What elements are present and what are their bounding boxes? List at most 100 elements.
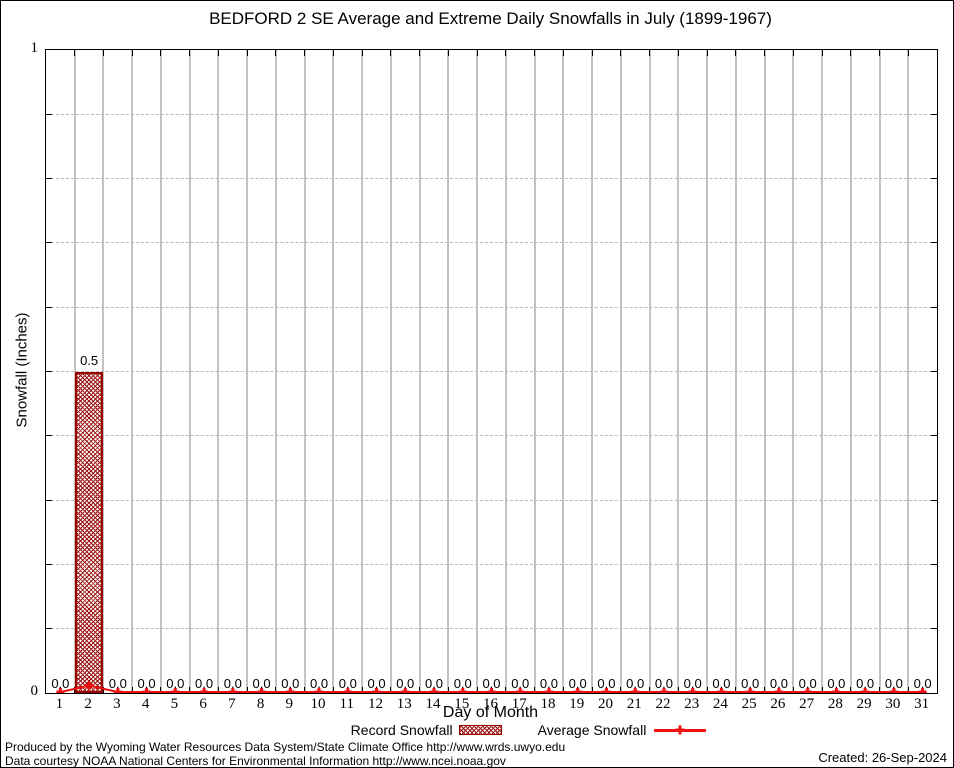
- legend-average-marker-icon: [675, 725, 685, 735]
- x-tick-mark-bottom: [419, 687, 421, 693]
- x-tick-mark-top: [390, 50, 392, 56]
- bar-value-label: 0.0: [913, 676, 932, 691]
- x-tick-label: 12: [368, 696, 384, 712]
- x-tick-mark-bottom: [102, 687, 104, 693]
- horizontal-gridline-dashed: [46, 306, 937, 308]
- x-tick-label: 2: [84, 696, 92, 712]
- y-tick-mark-right: [931, 113, 937, 115]
- x-tick-mark-bottom: [591, 687, 593, 693]
- x-tick-mark-top: [246, 50, 248, 56]
- y-tick-mark-right: [931, 435, 937, 437]
- x-tick-mark-top: [534, 50, 536, 56]
- x-tick-mark-bottom: [764, 687, 766, 693]
- footer-line-2: Data courtesy NOAA National Centers for …: [5, 754, 506, 768]
- horizontal-gridline-dashed: [46, 435, 937, 437]
- x-tick-mark-top: [505, 50, 507, 56]
- x-tick-mark-top: [131, 50, 133, 56]
- x-tick-mark-top: [821, 50, 823, 56]
- x-tick-mark-bottom: [131, 687, 133, 693]
- x-tick-label: 29: [856, 696, 872, 712]
- horizontal-gridline-dashed: [46, 563, 937, 565]
- x-tick-mark-bottom: [160, 687, 162, 693]
- footer-line-1: Produced by the Wyoming Water Resources …: [5, 740, 566, 754]
- x-tick-mark-top: [275, 50, 277, 56]
- x-tick-mark-bottom: [850, 687, 852, 693]
- x-tick-label: 11: [339, 696, 354, 712]
- x-tick-labels: 1 2 3 4 5 6 7 8 9 10 11 12 13 14 15 16 17 18 19 20 21 22 23 24 2…: [45, 695, 936, 712]
- y-tick-mark-right: [931, 628, 937, 630]
- legend: Record Snowfall Average Snowfall: [45, 722, 936, 738]
- bar-value-label: 0.0: [223, 676, 242, 691]
- x-tick-mark-top: [792, 50, 794, 56]
- y-tick-mark-left: [46, 371, 52, 372]
- y-tick-label: 1: [30, 40, 39, 56]
- x-axis-title: Day of Month: [442, 704, 539, 721]
- x-tick-label: 25: [741, 696, 757, 712]
- x-tick-label: 9: [285, 696, 294, 712]
- bar-value-label: 0.0: [137, 676, 156, 691]
- x-tick-mark-bottom: [447, 687, 449, 693]
- x-tick-mark-bottom: [879, 687, 881, 693]
- x-tick-mark-top: [304, 50, 306, 56]
- x-tick-label: 7: [228, 696, 236, 712]
- x-tick-label: 16: [483, 696, 498, 712]
- x-tick-label: 26: [770, 696, 786, 712]
- x-tick-mark-top: [764, 50, 766, 56]
- x-tick-label: 22: [655, 696, 671, 712]
- horizontal-gridline-dashed: [46, 113, 937, 115]
- x-tick-mark-top: [74, 50, 76, 56]
- bar-value-label: 0.0: [654, 676, 673, 691]
- bar-value-label: 0.0: [626, 676, 645, 691]
- x-tick-mark-bottom: [332, 687, 334, 693]
- x-tick-mark-bottom: [907, 687, 909, 693]
- x-tick-mark-top: [419, 50, 421, 56]
- x-tick-label: 27: [799, 696, 815, 712]
- bar-value-label: 0.0: [453, 676, 472, 691]
- y-tick-mark-right: [931, 499, 937, 501]
- bar-value-label: 0.0: [195, 676, 214, 691]
- y-tick-mark-right: [931, 242, 937, 244]
- x-tick-mark-bottom: [361, 687, 363, 693]
- x-tick-mark-top: [447, 50, 449, 56]
- x-tick-label: 28: [827, 696, 843, 712]
- x-tick-mark-top: [361, 50, 363, 56]
- y-tick-mark-left: [46, 435, 52, 437]
- bar-value-label: 0.0: [568, 676, 587, 691]
- bar-value-label: 0.0: [856, 676, 875, 691]
- bar-value-label: 0.0: [51, 676, 70, 691]
- x-tick-label: 31: [914, 696, 930, 712]
- x-tick-mark-top: [476, 50, 478, 56]
- bar-value-label: 0.0: [884, 676, 903, 691]
- y-tick-mark-right: [931, 178, 937, 180]
- x-tick-mark-bottom: [505, 687, 507, 693]
- x-tick-label: 13: [396, 696, 412, 712]
- y-tick-mark-right: [931, 306, 937, 308]
- x-tick-mark-bottom: [620, 687, 622, 693]
- bar-value-label: 0.0: [424, 676, 444, 691]
- horizontal-gridline-dashed: [46, 499, 937, 501]
- x-tick-mark-bottom: [275, 687, 277, 693]
- x-tick-label: 30: [885, 696, 901, 712]
- x-tick-mark-top: [735, 50, 737, 56]
- horizontal-gridline-dashed: [46, 242, 937, 244]
- x-tick-mark-top: [332, 50, 334, 56]
- legend-record-swatch: [458, 725, 502, 735]
- x-tick-label: 15: [454, 696, 470, 712]
- x-tick-mark-top: [562, 50, 564, 56]
- x-tick-mark-top: [189, 50, 191, 56]
- horizontal-gridline-dashed: [46, 628, 937, 630]
- x-tick-mark-bottom: [476, 687, 478, 693]
- y-tick-label: 0: [30, 683, 39, 699]
- horizontal-gridline-dashed: [46, 371, 937, 372]
- x-tick-mark-top: [591, 50, 593, 56]
- legend-average-line-sample: [654, 725, 707, 735]
- horizontal-gridline-dashed: [46, 178, 937, 180]
- x-tick-mark-bottom: [534, 687, 536, 693]
- bar-value-label: 0.0: [798, 676, 817, 691]
- average-snowfall-line: [56, 681, 927, 693]
- y-tick-mark-left: [46, 563, 52, 565]
- x-tick-mark-bottom: [677, 687, 679, 693]
- y-tick-mark-left: [46, 628, 52, 630]
